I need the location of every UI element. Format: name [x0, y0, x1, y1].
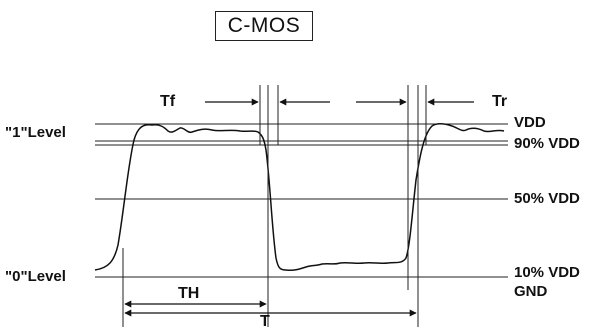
label-one-level: "1"Level: [5, 124, 66, 141]
label-vdd10: 10% VDD: [514, 264, 580, 281]
label-vdd50: 50% VDD: [514, 190, 580, 207]
label-vdd90: 90% VDD: [514, 135, 580, 152]
label-vdd: VDD: [514, 114, 546, 131]
label-t: T: [260, 313, 270, 330]
cmos-waveform: [94, 122, 505, 271]
label-zero-level: "0"Level: [5, 268, 66, 285]
diagram-title: C-MOS: [215, 11, 313, 41]
label-gnd: GND: [514, 283, 548, 300]
label-tr: Tr: [492, 93, 508, 110]
label-th: TH: [178, 285, 200, 302]
label-tf: Tf: [160, 93, 176, 110]
